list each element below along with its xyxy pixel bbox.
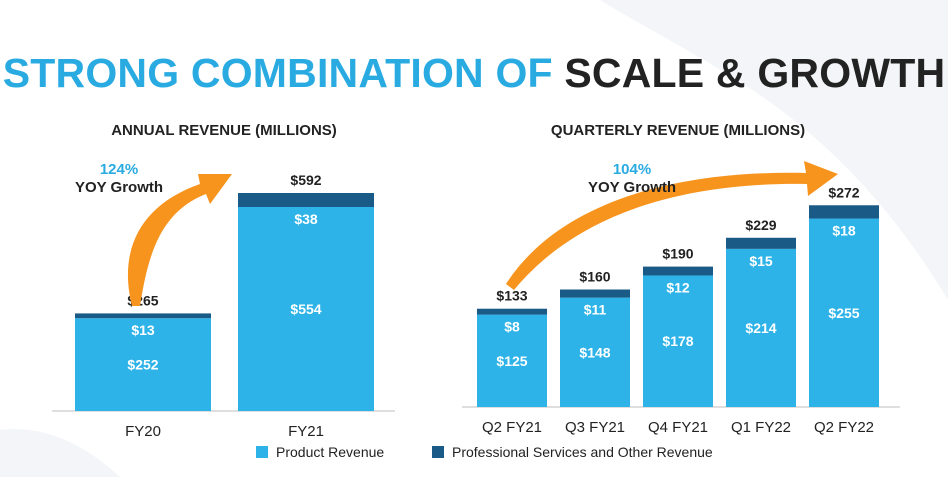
- quarterly-label-product-3: $214: [745, 320, 776, 336]
- quarterly-growth-label: YOY Growth: [588, 179, 676, 196]
- quarterly-label-product-2: $178: [662, 333, 693, 349]
- quarterly-label-total-2: $190: [662, 246, 693, 262]
- quarterly-growth-arrow: [506, 161, 838, 290]
- quarterly-label-total-0: $133: [496, 288, 527, 304]
- page-title: STRONG COMBINATION OF SCALE & GROWTH: [0, 50, 948, 97]
- quarterly-label-total-4: $272: [828, 184, 859, 200]
- quarterly-label-services-3: $15: [749, 253, 773, 269]
- annual-growth-percent: 124%: [100, 161, 138, 178]
- quarterly-bar-product-4: [809, 218, 879, 407]
- quarterly-label-total-3: $229: [745, 217, 776, 233]
- quarterly-category-3: Q1 FY22: [731, 419, 791, 436]
- quarterly-chart-title: QUARTERLY REVENUE (MILLIONS): [550, 122, 806, 139]
- annual-bar-services-1: [238, 193, 374, 207]
- annual-bar-product-0: [75, 318, 211, 411]
- quarterly-bar-product-2: [643, 275, 713, 407]
- quarterly-bar-services-2: [643, 266, 713, 276]
- annual-label-total-1: $592: [290, 172, 321, 188]
- page-title-part2: SCALE & GROWTH: [564, 50, 946, 96]
- legend-swatch-product: [256, 446, 268, 458]
- quarterly-label-services-2: $12: [666, 279, 690, 295]
- background-swoosh-bottom-left: [0, 429, 120, 477]
- annual-growth-label: YOY Growth: [75, 179, 163, 196]
- annual-label-product-1: $554: [290, 301, 321, 317]
- quarterly-bar-services-3: [726, 237, 796, 249]
- quarterly-category-0: Q2 FY21: [482, 419, 542, 436]
- annual-label-product-0: $252: [127, 357, 158, 373]
- quarterly-label-product-0: $125: [496, 353, 527, 369]
- quarterly-category-2: Q4 FY21: [648, 419, 708, 436]
- quarterly-label-services-1: $11: [584, 302, 607, 318]
- legend-label-services: Professional Services and Other Revenue: [452, 444, 713, 460]
- annual-bar-product-1: [238, 206, 374, 411]
- annual-label-services-1: $38: [294, 211, 318, 227]
- quarterly-label-product-4: $255: [828, 305, 859, 321]
- quarterly-category-4: Q2 FY22: [814, 419, 874, 436]
- annual-category-0: FY20: [125, 423, 161, 440]
- background-swoosh-top-right: [600, 0, 948, 300]
- annual-label-services-0: $13: [131, 322, 155, 338]
- quarterly-label-product-1: $148: [579, 344, 610, 360]
- legend-item-product: Product Revenue: [256, 444, 384, 460]
- annual-bar-services-0: [75, 313, 211, 319]
- quarterly-bar-product-0: [477, 314, 547, 407]
- page-title-part1: STRONG COMBINATION OF: [2, 50, 553, 96]
- quarterly-label-total-1: $160: [579, 269, 610, 285]
- annual-category-1: FY21: [288, 423, 324, 440]
- legend-label-product: Product Revenue: [276, 444, 385, 460]
- annual-chart-title: ANNUAL REVENUE (MILLIONS): [111, 122, 337, 139]
- legend-swatch-services: [432, 446, 444, 458]
- quarterly-bar-services-1: [560, 289, 630, 298]
- quarterly-bar-product-1: [560, 297, 630, 407]
- legend-item-services: Professional Services and Other Revenue: [432, 444, 713, 460]
- quarterly-bar-services-0: [477, 308, 547, 315]
- quarterly-bar-services-4: [809, 205, 879, 219]
- quarterly-growth-percent: 104%: [613, 161, 651, 178]
- quarterly-category-1: Q3 FY21: [565, 419, 625, 436]
- quarterly-label-services-0: $8: [504, 319, 520, 335]
- annual-growth-arrow: [127, 174, 232, 306]
- quarterly-label-services-4: $18: [832, 223, 856, 239]
- quarterly-bar-product-3: [726, 248, 796, 407]
